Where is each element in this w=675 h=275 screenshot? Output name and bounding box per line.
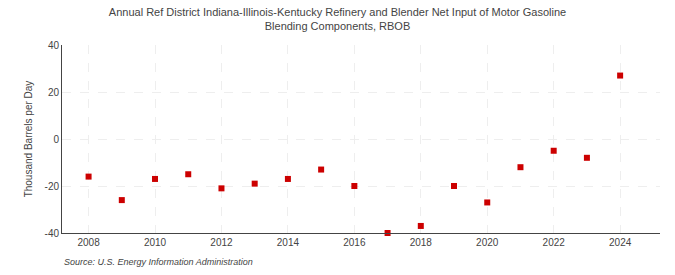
- svg-text:-40: -40: [45, 228, 60, 239]
- svg-text:Thousand Barrels per Day: Thousand Barrels per Day: [23, 81, 34, 198]
- svg-text:20: 20: [48, 87, 60, 98]
- svg-text:2010: 2010: [144, 237, 167, 248]
- svg-text:Annual Ref District Indiana-Il: Annual Ref District Indiana-Illinois-Ken…: [109, 6, 566, 32]
- svg-text:Source: U.S. Energy Informatio: Source: U.S. Energy Information Administ…: [64, 257, 253, 267]
- svg-text:-20: -20: [45, 181, 60, 192]
- svg-text:2008: 2008: [77, 237, 100, 248]
- svg-text:2014: 2014: [277, 237, 300, 248]
- svg-text:2012: 2012: [210, 237, 233, 248]
- svg-text:2016: 2016: [343, 237, 366, 248]
- svg-text:2018: 2018: [410, 237, 433, 248]
- svg-text:0: 0: [53, 134, 59, 145]
- svg-text:2022: 2022: [543, 237, 566, 248]
- svg-text:2024: 2024: [609, 237, 632, 248]
- svg-text:40: 40: [48, 40, 60, 51]
- svg-text:2020: 2020: [476, 237, 499, 248]
